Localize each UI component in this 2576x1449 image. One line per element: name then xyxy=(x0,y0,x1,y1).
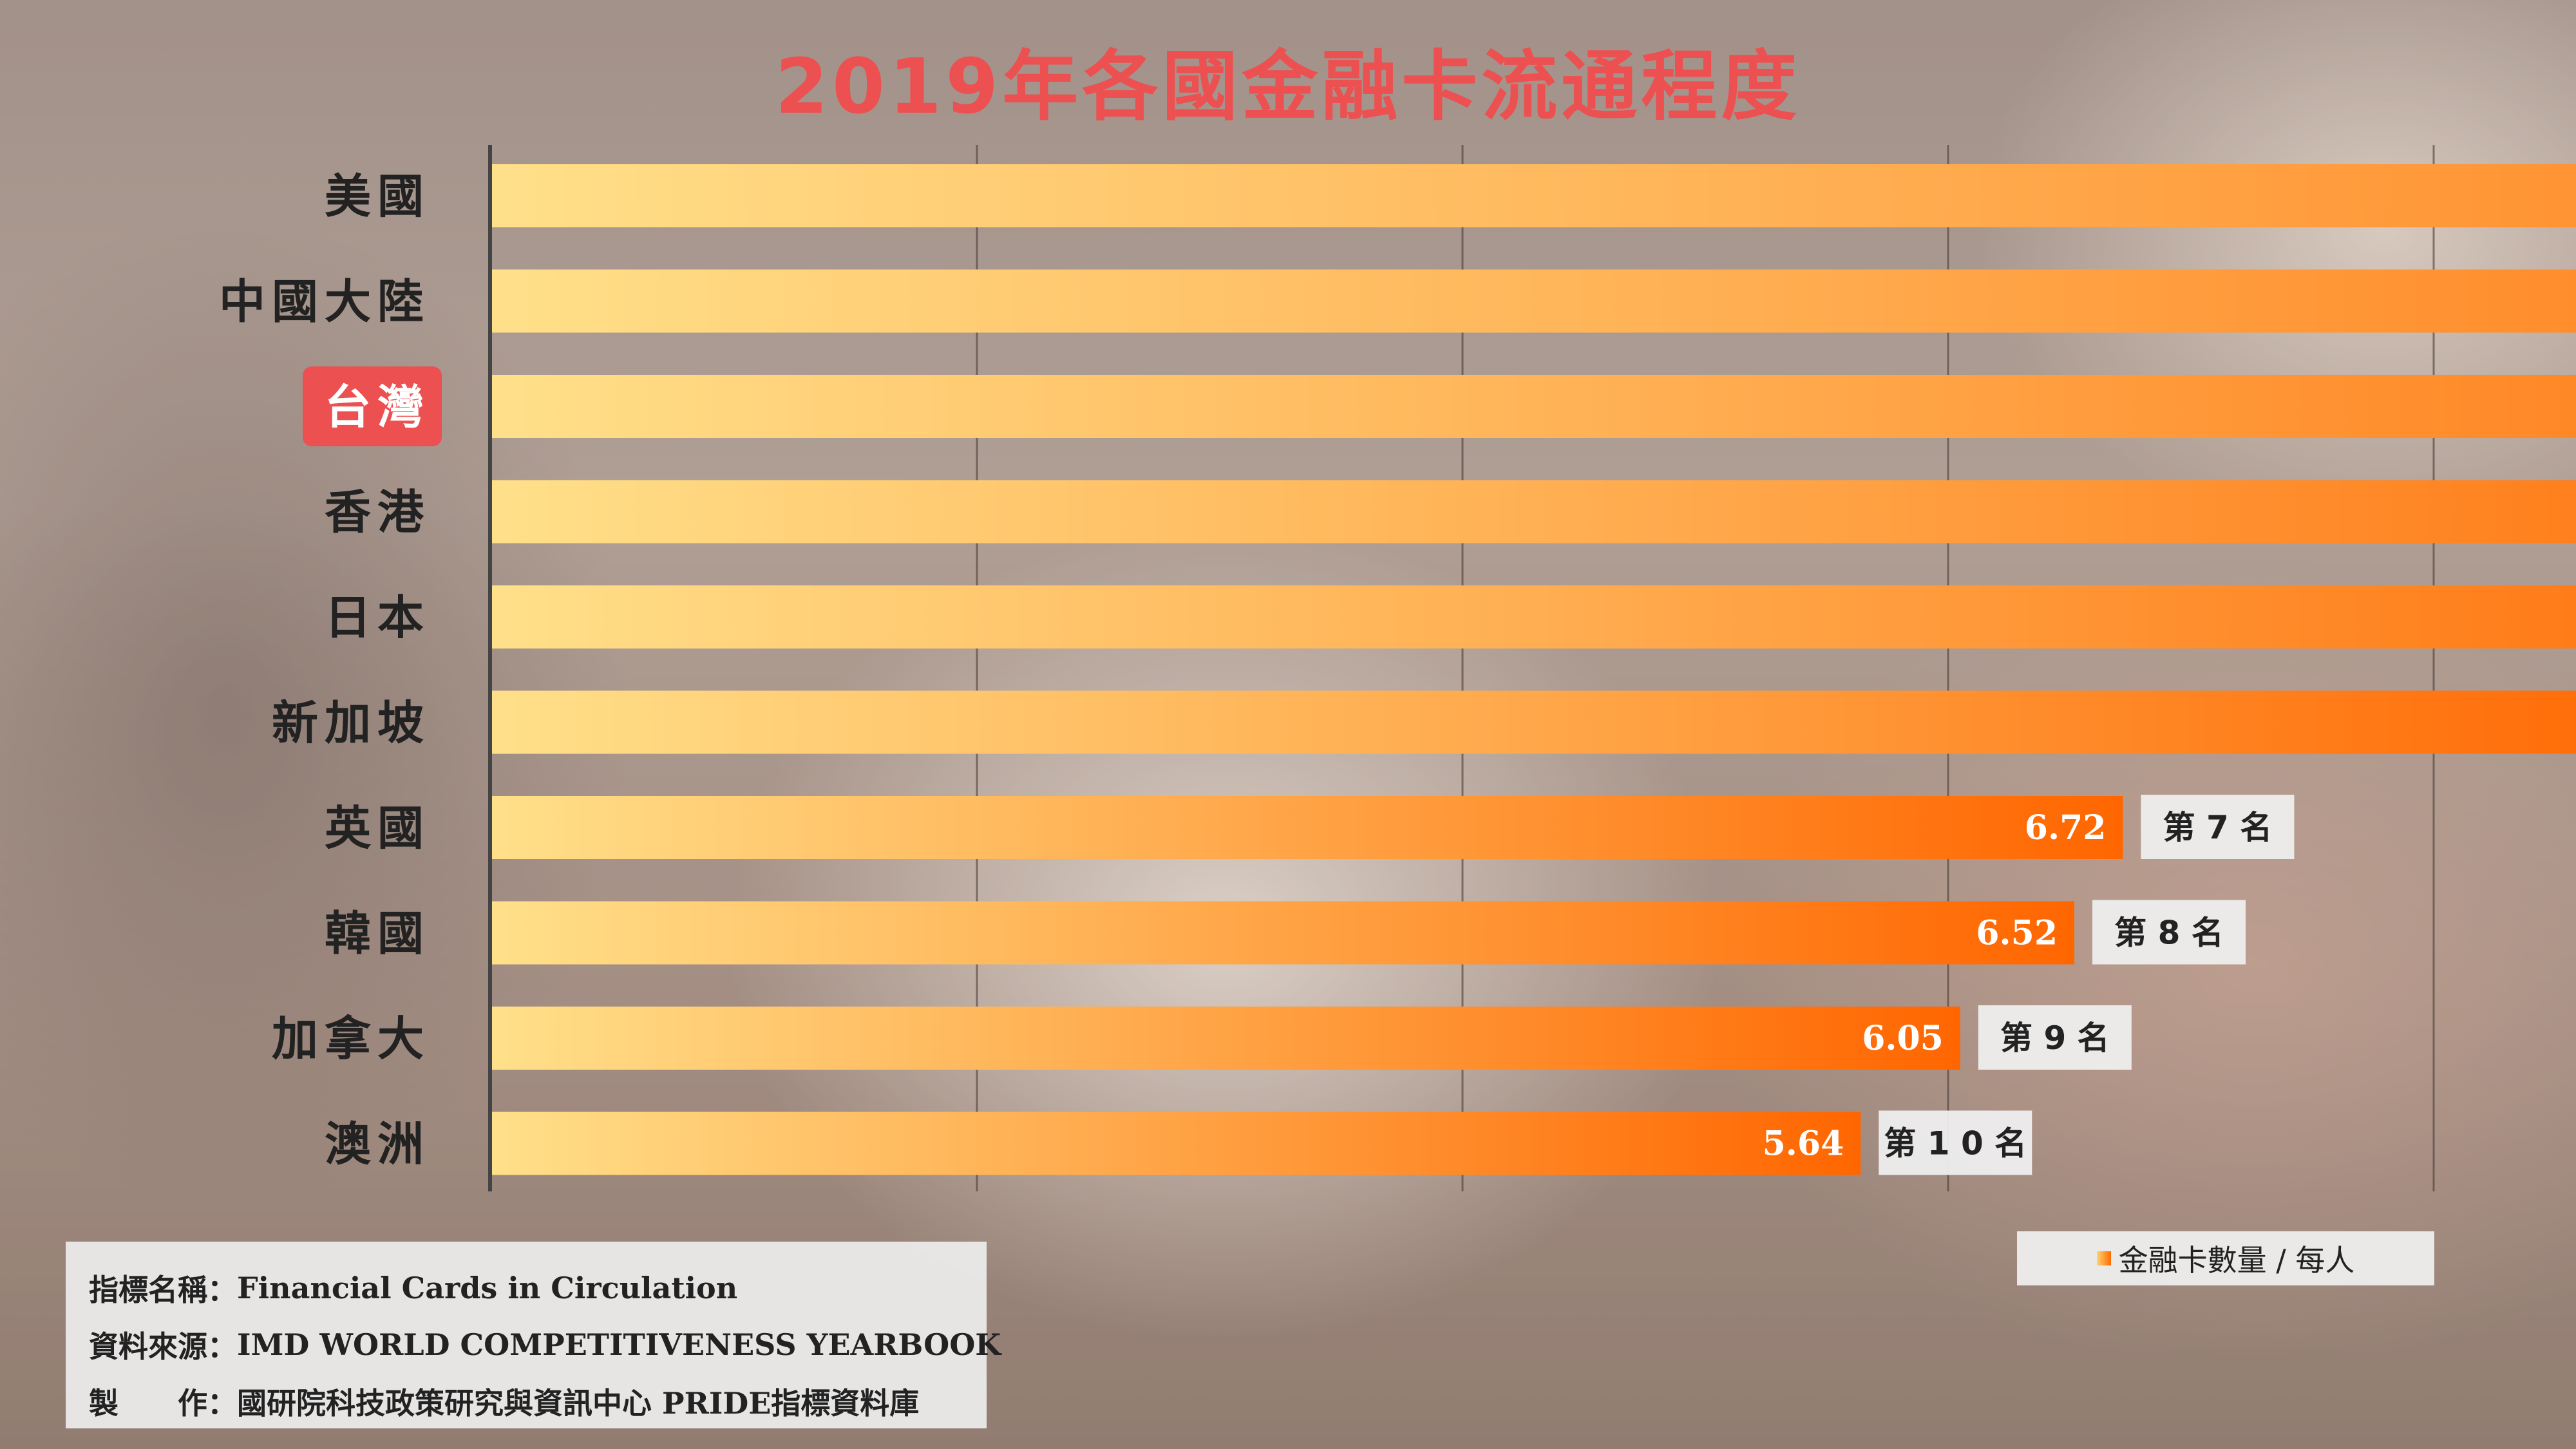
footer-indicator-key: 指標名稱： xyxy=(89,1273,237,1307)
bar xyxy=(491,796,2123,859)
legend-swatch xyxy=(2096,1251,2111,1265)
bar xyxy=(491,164,2576,227)
footer-source-key: 資料來源： xyxy=(89,1329,237,1364)
data-label: 6.72 xyxy=(2025,808,2107,848)
data-label: 5.64 xyxy=(1763,1124,1844,1164)
rank-label: 第 1 0 名 xyxy=(1884,1125,2027,1162)
data-label: 6.05 xyxy=(1862,1019,1944,1058)
highlight-badge xyxy=(303,366,442,446)
category-label: 中國大陸 xyxy=(219,275,430,329)
footer-maker-key: 製 作： xyxy=(89,1386,237,1421)
footer-maker-line: 製 作： 國研院科技政策研究與資訊中心 PRIDE指標資料庫 xyxy=(89,1373,963,1430)
category-label: 日本 xyxy=(325,591,430,645)
bar xyxy=(491,901,2075,965)
rank-badge xyxy=(2141,795,2295,859)
category-label: 香港 xyxy=(325,486,430,540)
footer-source-value: IMD WORLD COMPETITIVENESS YEARBOOK xyxy=(237,1327,1001,1362)
bar xyxy=(491,690,2576,754)
bar xyxy=(491,480,2576,544)
category-label: 台灣 xyxy=(325,380,430,434)
bar xyxy=(491,585,2576,649)
bar xyxy=(491,1112,1861,1175)
bar xyxy=(491,1007,1960,1070)
category-label: 新加坡 xyxy=(272,696,430,750)
legend-label: 金融卡數量 / 每人 xyxy=(2118,1243,2355,1278)
category-label: 加拿大 xyxy=(272,1012,430,1066)
rank-badge xyxy=(2092,900,2246,965)
footer-source-line: 資料來源： IMD WORLD COMPETITIVENESS YEARBOOK xyxy=(89,1316,1001,1373)
category-label: 美國 xyxy=(325,169,430,223)
rank-label: 第 7 名 xyxy=(2163,809,2273,846)
footer-maker-value: 國研院科技政策研究與資訊中心 PRIDE指標資料庫 xyxy=(237,1386,920,1421)
chart-legend: 金融卡數量 / 每人 xyxy=(2017,1231,2434,1285)
category-label: 澳洲 xyxy=(325,1117,430,1171)
chart-title: 2019年各國金融卡流通程度 xyxy=(775,42,1801,131)
data-label: 6.52 xyxy=(1976,914,2058,953)
rank-badge xyxy=(1978,1005,2132,1070)
bar xyxy=(491,269,2576,333)
source-footer: 指標名稱： Financial Cards in Circulation 資料來… xyxy=(66,1242,1001,1430)
bar xyxy=(491,375,2576,438)
category-label: 韓國 xyxy=(325,907,430,961)
rank-badge xyxy=(1879,1110,2032,1175)
footer-indicator-line: 指標名稱： Financial Cards in Circulation xyxy=(89,1260,963,1316)
category-label: 英國 xyxy=(325,801,430,855)
rank-label: 第 8 名 xyxy=(2114,914,2224,952)
footer-indicator-value: Financial Cards in Circulation xyxy=(237,1271,738,1305)
rank-label: 第 9 名 xyxy=(2000,1019,2110,1057)
